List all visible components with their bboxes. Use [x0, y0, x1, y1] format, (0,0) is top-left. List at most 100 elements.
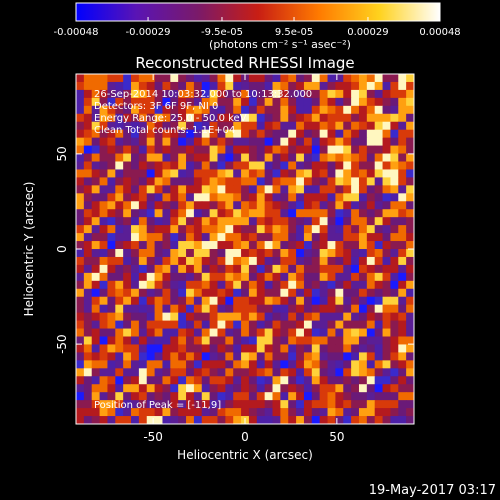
heatmap-cell [91, 81, 101, 91]
heatmap-cell [209, 360, 218, 369]
heatmap-cell [91, 392, 101, 401]
heatmap-cell [406, 201, 414, 210]
heatmap-cell [170, 249, 179, 258]
heatmap-cell [233, 360, 242, 369]
heatmap-cell [131, 161, 140, 170]
heatmap-cell [366, 185, 376, 194]
heatmap-cell [272, 153, 281, 162]
heatmap-cell [256, 296, 266, 306]
heatmap-cell [366, 368, 376, 377]
heatmap-cell [162, 153, 171, 162]
heatmap-cell [288, 153, 297, 162]
heatmap-cell [343, 233, 352, 242]
heatmap-cell [201, 217, 211, 226]
heatmap-cell [170, 209, 179, 218]
heatmap-cell [91, 137, 101, 147]
heatmap-cell [193, 89, 203, 99]
heatmap-cell [296, 304, 305, 314]
heatmap-cell [319, 360, 329, 369]
heatmap-cell [288, 352, 297, 361]
heatmap-cell [406, 416, 414, 424]
heatmap-cell [311, 376, 321, 385]
heatmap-cell [201, 352, 211, 361]
heatmap-cell [186, 376, 195, 385]
heatmap-cell [351, 225, 360, 234]
heatmap-cell [162, 121, 171, 131]
heatmap-cell [256, 137, 266, 147]
heatmap-cell [343, 264, 352, 274]
heatmap-cell [374, 209, 384, 218]
heatmap-cell [398, 264, 407, 274]
heatmap-cell [162, 296, 171, 306]
heatmap-cell [146, 185, 156, 194]
heatmap-cell [311, 209, 321, 218]
heatmap-cell [123, 416, 132, 424]
heatmap-cell [146, 145, 156, 155]
heatmap-cell [272, 121, 281, 131]
heatmap-cell [311, 312, 321, 322]
heatmap-cell [91, 264, 101, 274]
heatmap-cell [382, 161, 391, 170]
heatmap-cell [248, 201, 258, 210]
heatmap-cell [358, 264, 368, 274]
heatmap-cell [241, 169, 250, 178]
heatmap-cell [264, 185, 274, 194]
heatmap-cell [209, 233, 218, 242]
heatmap-cell [178, 145, 187, 155]
heatmap-cell [115, 368, 124, 377]
heatmap-cell [154, 320, 163, 330]
heatmap-cell [83, 384, 93, 393]
heatmap-cell [374, 121, 384, 131]
heatmap-cell [327, 280, 336, 290]
heatmap-cell [272, 280, 281, 290]
heatmap-cell [107, 193, 116, 202]
heatmap-cell [162, 336, 171, 345]
heatmap-cell [343, 89, 352, 99]
heatmap-cell [335, 288, 344, 298]
heatmap-cell [335, 169, 344, 178]
heatmap-cell [390, 201, 399, 210]
heatmap-cell [225, 193, 234, 202]
heatmap-cell [233, 113, 242, 123]
heatmap-cell [398, 177, 407, 186]
heatmap-cell [76, 193, 85, 202]
heatmap-cell [351, 400, 360, 409]
heatmap-cell [131, 193, 140, 202]
heatmap-cell [162, 376, 171, 385]
heatmap-cell [201, 344, 211, 353]
heatmap-cell [358, 400, 368, 409]
heatmap-cell [131, 392, 140, 401]
heatmap-cell [406, 97, 414, 107]
heatmap-cell [264, 384, 274, 393]
heatmap-cell [398, 225, 407, 234]
heatmap-cell [272, 145, 281, 155]
heatmap-cell [351, 145, 360, 155]
heatmap-cell [91, 320, 101, 330]
heatmap-cell [91, 113, 101, 123]
heatmap-cell [193, 153, 203, 162]
heatmap-cell [115, 137, 124, 147]
heatmap-cell [146, 201, 156, 210]
heatmap-cell [406, 113, 414, 123]
heatmap-cell [264, 288, 274, 298]
heatmap-cell [76, 185, 85, 194]
heatmap-cell [390, 209, 399, 218]
heatmap-cell [170, 74, 179, 83]
heatmap-cell [343, 97, 352, 107]
heatmap-cell [406, 312, 414, 322]
heatmap-cell [406, 153, 414, 162]
heatmap-cell [398, 153, 407, 162]
heatmap-cell [374, 185, 384, 194]
heatmap-cell [280, 249, 289, 258]
heatmap-cell [241, 177, 250, 186]
heatmap-cell [390, 392, 399, 401]
heatmap-cell [170, 121, 179, 131]
heatmap-cell [225, 169, 234, 178]
heatmap-cell [303, 201, 313, 210]
heatmap-cell [193, 169, 203, 178]
heatmap-cell [351, 416, 360, 424]
heatmap-cell [123, 288, 132, 298]
heatmap-cell [241, 296, 250, 306]
